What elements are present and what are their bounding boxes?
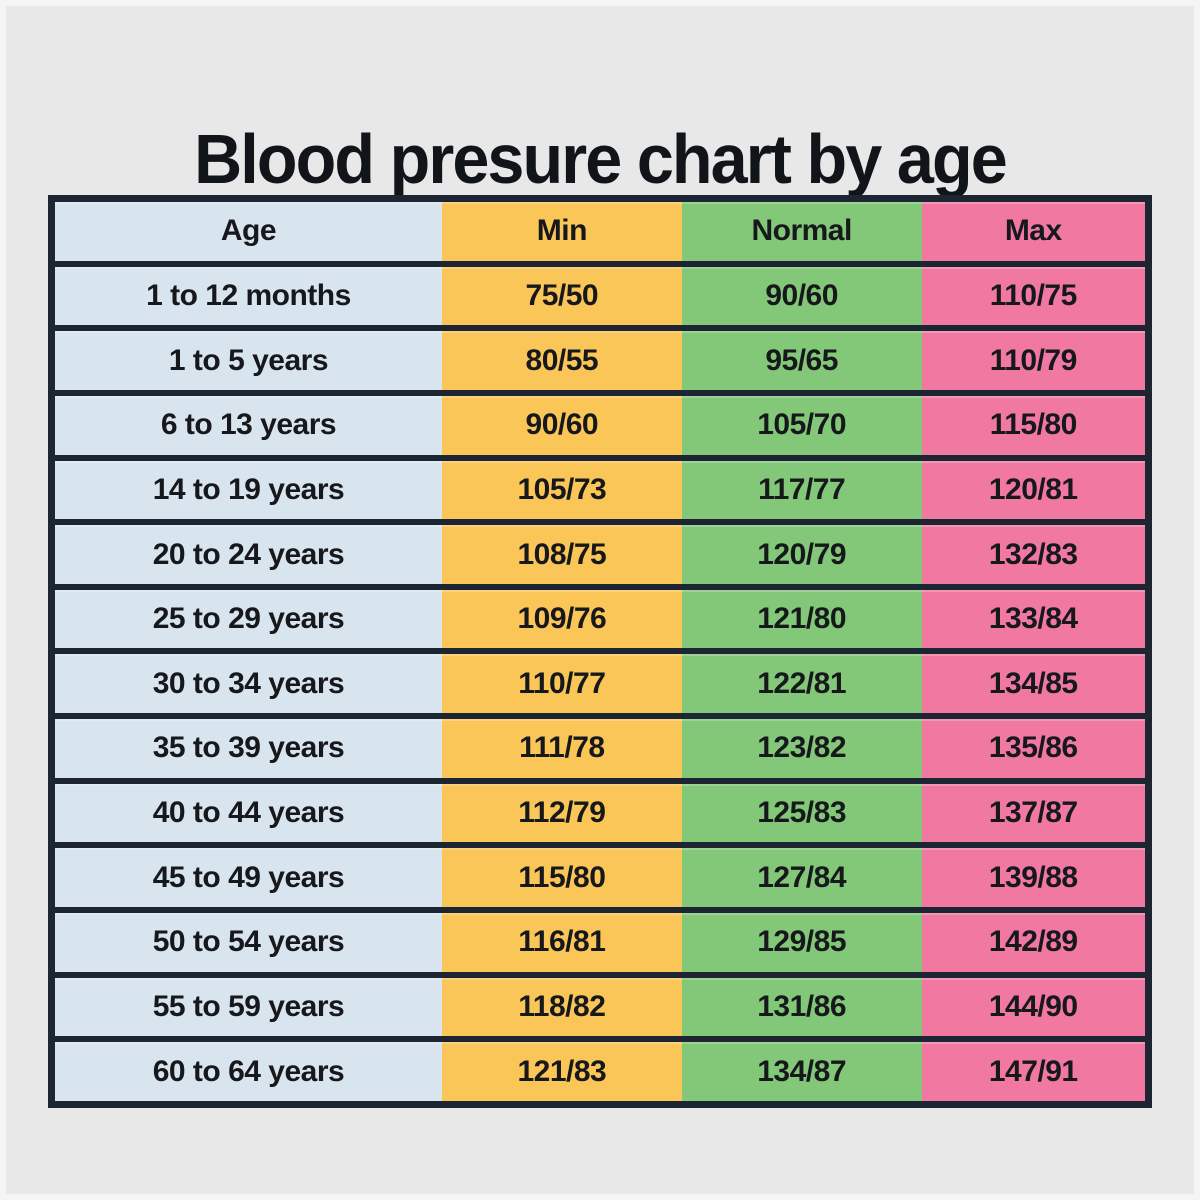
header-min: Min (441, 202, 682, 261)
cell-normal: 121/80 (681, 589, 922, 649)
cell-age: 40 to 44 years (55, 783, 442, 843)
cell-max: 120/81 (921, 460, 1145, 520)
header-age: Age (55, 202, 442, 261)
cell-normal: 129/85 (681, 913, 922, 972)
table-row: 1 to 5 years 80/55 95/65 110/79 (55, 331, 1145, 396)
table-row: 60 to 64 years 121/83 134/87 147/91 (55, 1042, 1145, 1101)
cell-age: 25 to 29 years (55, 589, 442, 649)
cell-age: 45 to 49 years (55, 848, 442, 908)
table-row: 55 to 59 years 118/82 131/86 144/90 (55, 977, 1145, 1043)
cell-max: 144/90 (921, 977, 1145, 1037)
cell-max: 134/85 (921, 654, 1145, 714)
cell-max: 110/75 (921, 266, 1145, 326)
cell-max: 137/87 (921, 783, 1145, 843)
cell-age: 30 to 34 years (55, 654, 442, 714)
cell-max: 132/83 (921, 525, 1145, 584)
cell-age: 1 to 12 months (55, 266, 442, 326)
cell-normal: 134/87 (681, 1042, 922, 1101)
cell-normal: 127/84 (681, 848, 922, 908)
cell-age: 20 to 24 years (55, 525, 442, 584)
cell-max: 110/79 (921, 331, 1145, 390)
cell-min: 118/82 (441, 977, 682, 1037)
table-row: 50 to 54 years 116/81 129/85 142/89 (55, 913, 1145, 978)
cell-age: 1 to 5 years (55, 331, 442, 390)
cell-max: 133/84 (921, 589, 1145, 649)
table-row: 1 to 12 months 75/50 90/60 110/75 (55, 266, 1145, 332)
blood-pressure-table: Age Min Normal Max 1 to 12 months 75/50 … (48, 195, 1152, 1108)
cell-min: 115/80 (441, 848, 682, 908)
cell-normal: 120/79 (681, 525, 922, 584)
table-row: 6 to 13 years 90/60 105/70 115/80 (55, 395, 1145, 461)
cell-min: 116/81 (441, 913, 682, 972)
cell-min: 108/75 (441, 525, 682, 584)
cell-max: 135/86 (921, 719, 1145, 778)
table-row: 40 to 44 years 112/79 125/83 137/87 (55, 783, 1145, 849)
header-normal: Normal (681, 202, 922, 261)
cell-normal: 105/70 (681, 395, 922, 455)
cell-max: 139/88 (921, 848, 1145, 908)
table-header-row: Age Min Normal Max (55, 202, 1145, 267)
table-row: 35 to 39 years 111/78 123/82 135/86 (55, 719, 1145, 784)
cell-max: 115/80 (921, 395, 1145, 455)
header-max: Max (921, 202, 1145, 261)
cell-normal: 117/77 (681, 460, 922, 520)
cell-normal: 95/65 (681, 331, 922, 390)
cell-min: 121/83 (441, 1042, 682, 1101)
table-row: 14 to 19 years 105/73 117/77 120/81 (55, 460, 1145, 526)
cell-normal: 131/86 (681, 977, 922, 1037)
cell-min: 110/77 (441, 654, 682, 714)
cell-min: 90/60 (441, 395, 682, 455)
cell-min: 105/73 (441, 460, 682, 520)
cell-min: 111/78 (441, 719, 682, 778)
cell-min: 75/50 (441, 266, 682, 326)
cell-age: 55 to 59 years (55, 977, 442, 1037)
cell-min: 112/79 (441, 783, 682, 843)
cell-normal: 123/82 (681, 719, 922, 778)
table-row: 20 to 24 years 108/75 120/79 132/83 (55, 525, 1145, 590)
cell-max: 142/89 (921, 913, 1145, 972)
cell-normal: 90/60 (681, 266, 922, 326)
cell-age: 60 to 64 years (55, 1042, 442, 1101)
table-row: 25 to 29 years 109/76 121/80 133/84 (55, 589, 1145, 655)
cell-min: 109/76 (441, 589, 682, 649)
page-title: Blood presure chart by age (194, 119, 1008, 198)
cell-normal: 125/83 (681, 783, 922, 843)
cell-age: 35 to 39 years (55, 719, 442, 778)
cell-normal: 122/81 (681, 654, 922, 714)
cell-max: 147/91 (921, 1042, 1145, 1101)
cell-min: 80/55 (441, 331, 682, 390)
cell-age: 14 to 19 years (55, 460, 442, 520)
table-row: 30 to 34 years 110/77 122/81 134/85 (55, 654, 1145, 720)
cell-age: 6 to 13 years (55, 395, 442, 455)
table-row: 45 to 49 years 115/80 127/84 139/88 (55, 848, 1145, 914)
cell-age: 50 to 54 years (55, 913, 442, 972)
